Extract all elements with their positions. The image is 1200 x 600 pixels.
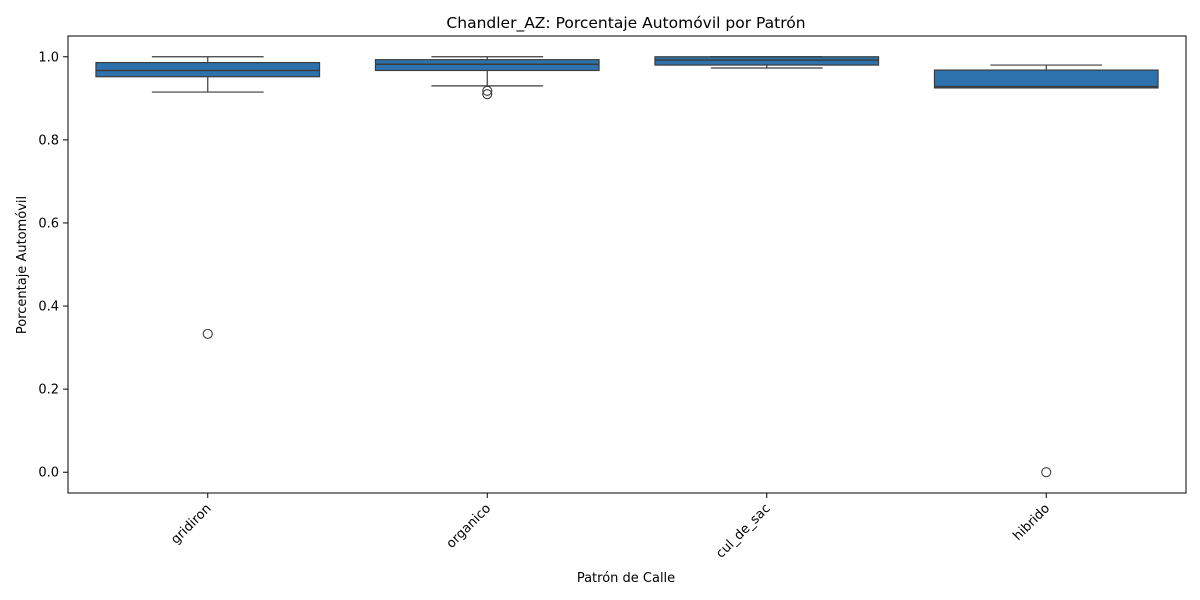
x-tick-label-hibrido: hibrido xyxy=(1010,501,1053,544)
x-tick-label-gridiron: gridiron xyxy=(168,501,214,547)
x-axis-label: Patrón de Calle xyxy=(577,571,675,586)
y-tick-label: 0.4 xyxy=(38,300,59,315)
outlier-point xyxy=(202,328,213,339)
y-tick-label: 0.8 xyxy=(38,133,59,148)
iqr-box xyxy=(95,61,321,78)
x-tick-label-cul_de_sac: cul_de_sac xyxy=(713,501,773,561)
y-tick-label: 0.6 xyxy=(38,216,59,231)
plot-area xyxy=(95,56,1159,478)
box-group-hibrido xyxy=(933,64,1159,478)
y-axis-label: Porcentaje Automóvil xyxy=(15,196,30,334)
chart-title: Chandler_AZ: Porcentaje Automóvil por Pa… xyxy=(446,14,805,33)
y-tick-label: 1.0 xyxy=(38,50,59,65)
plot-frame xyxy=(67,35,1187,494)
box-group-cul_de_sac xyxy=(654,56,880,69)
y-tick-label: 0.2 xyxy=(38,383,59,398)
iqr-box xyxy=(654,56,880,66)
outlier-point xyxy=(482,85,493,96)
outlier-point xyxy=(482,89,493,100)
box-group-organico xyxy=(374,56,600,100)
iqr-box xyxy=(933,69,1159,89)
outlier-point xyxy=(1041,467,1052,478)
x-tick-label-organico: organico xyxy=(444,501,494,551)
axes: 0.0 0.2 0.4 0.6 0.8 1.0 gridiron organico cul_de… xyxy=(38,35,1187,561)
iqr-box xyxy=(374,59,600,72)
y-tick-label: 0.0 xyxy=(38,466,59,481)
box-group-gridiron xyxy=(95,56,321,339)
